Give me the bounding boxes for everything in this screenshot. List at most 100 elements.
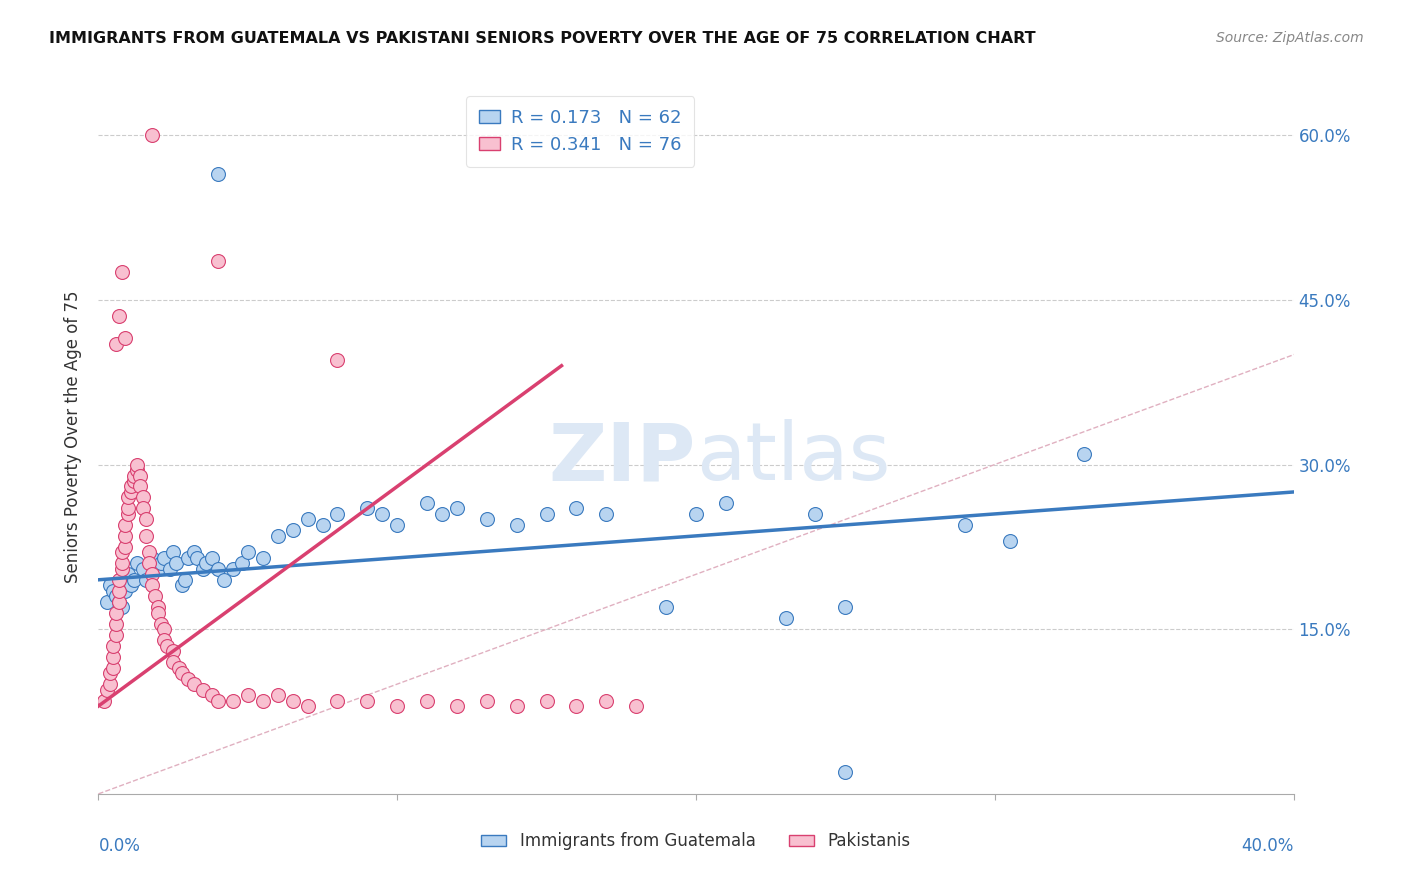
Point [120, 578, 142, 592]
Point [430, 507, 453, 521]
Point [231, 557, 253, 571]
Point [141, 567, 163, 582]
Point [775, 611, 797, 625]
Point [124, 474, 146, 488]
Point [148, 600, 170, 615]
Point [117, 501, 139, 516]
Point [93, 693, 115, 707]
Point [127, 458, 149, 472]
Point [207, 254, 229, 268]
Point [207, 167, 229, 181]
Point [236, 545, 259, 559]
Point [111, 265, 134, 279]
Point [207, 562, 229, 576]
Point [183, 545, 205, 559]
Point [297, 699, 319, 714]
Point [222, 562, 245, 576]
Point [222, 693, 245, 707]
Point [162, 545, 184, 559]
Point [165, 557, 187, 571]
Point [120, 479, 142, 493]
Point [201, 688, 224, 702]
Point [356, 693, 378, 707]
Point [174, 573, 197, 587]
Point [172, 578, 194, 592]
Point [953, 517, 976, 532]
Point [141, 128, 163, 143]
Point [103, 649, 125, 664]
Point [105, 628, 128, 642]
Point [105, 616, 128, 631]
Point [150, 616, 173, 631]
Point [108, 595, 131, 609]
Point [326, 353, 349, 368]
Point [105, 606, 128, 620]
Point [536, 507, 558, 521]
Point [108, 310, 131, 324]
Point [172, 666, 194, 681]
Point [98, 677, 122, 691]
Point [252, 693, 274, 707]
Point [124, 468, 146, 483]
Point [96, 595, 118, 609]
Point [135, 573, 157, 587]
Point [98, 578, 122, 592]
Point [117, 567, 139, 582]
Point [506, 699, 529, 714]
Legend: Immigrants from Guatemala, Pakistanis: Immigrants from Guatemala, Pakistanis [475, 826, 917, 857]
Point [595, 693, 617, 707]
Point [111, 557, 134, 571]
Point [135, 512, 157, 526]
Point [714, 496, 737, 510]
Point [114, 583, 136, 598]
Point [416, 693, 439, 707]
Point [132, 501, 155, 516]
Point [475, 693, 498, 707]
Point [162, 644, 184, 658]
Point [595, 507, 617, 521]
Point [565, 699, 588, 714]
Point [565, 501, 588, 516]
Point [120, 485, 142, 500]
Point [108, 573, 131, 587]
Point [114, 517, 136, 532]
Point [159, 562, 181, 576]
Point [153, 622, 176, 636]
Point [281, 524, 304, 538]
Point [1073, 446, 1095, 460]
Point [326, 507, 349, 521]
Point [326, 693, 349, 707]
Text: Source: ZipAtlas.com: Source: ZipAtlas.com [1216, 31, 1364, 45]
Point [156, 639, 179, 653]
Point [124, 573, 146, 587]
Point [114, 540, 136, 554]
Point [103, 660, 125, 674]
Point [98, 666, 122, 681]
Point [103, 583, 125, 598]
Point [127, 557, 149, 571]
Point [804, 507, 827, 521]
Point [506, 517, 529, 532]
Point [536, 693, 558, 707]
Point [385, 699, 409, 714]
Point [201, 550, 224, 565]
Point [141, 578, 163, 592]
Point [111, 545, 134, 559]
Point [385, 517, 409, 532]
Point [195, 557, 218, 571]
Point [138, 557, 160, 571]
Text: IMMIGRANTS FROM GUATEMALA VS PAKISTANI SENIORS POVERTY OVER THE AGE OF 75 CORREL: IMMIGRANTS FROM GUATEMALA VS PAKISTANI S… [49, 31, 1036, 46]
Point [129, 479, 152, 493]
Point [252, 550, 274, 565]
Point [475, 512, 498, 526]
Point [111, 562, 134, 576]
Point [103, 639, 125, 653]
Y-axis label: Seniors Poverty Over the Age of 75: Seniors Poverty Over the Age of 75 [65, 291, 83, 583]
Point [416, 496, 439, 510]
Text: 40.0%: 40.0% [1241, 837, 1294, 855]
Point [114, 331, 136, 345]
Point [267, 688, 290, 702]
Point [834, 764, 856, 779]
Point [626, 699, 648, 714]
Point [371, 507, 394, 521]
